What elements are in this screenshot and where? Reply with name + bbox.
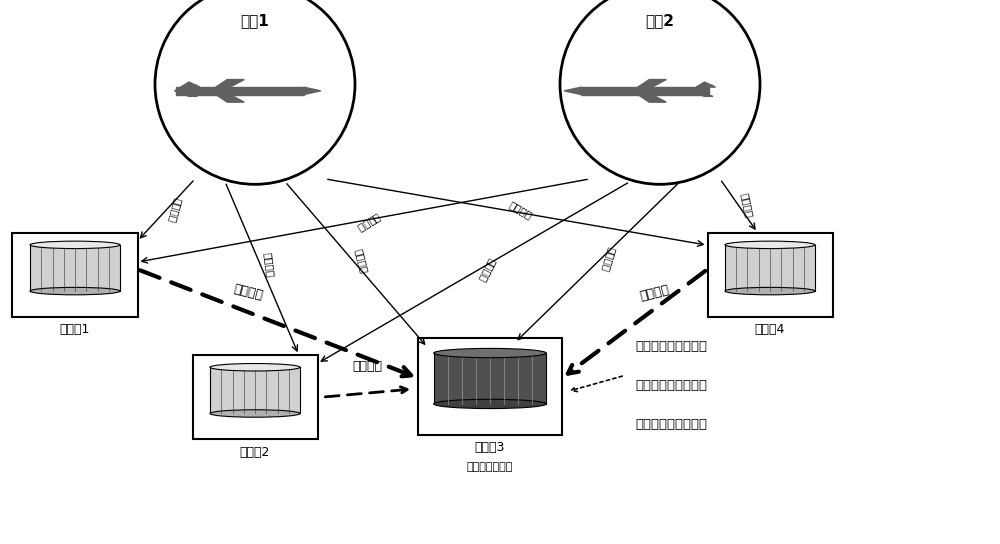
Text: 数据传输: 数据传输 <box>232 282 264 302</box>
Bar <box>30 245 120 291</box>
Ellipse shape <box>155 0 355 184</box>
Polygon shape <box>632 79 666 91</box>
Polygon shape <box>632 91 666 102</box>
FancyBboxPatch shape <box>418 338 562 435</box>
Text: 目标1: 目标1 <box>241 13 269 28</box>
Polygon shape <box>175 85 198 91</box>
Ellipse shape <box>434 348 546 358</box>
Text: （兼任中心站）: （兼任中心站） <box>467 462 513 472</box>
Polygon shape <box>176 87 304 95</box>
Text: 辐射信号: 辐射信号 <box>355 212 382 233</box>
Text: 辐射信号: 辐射信号 <box>263 251 276 277</box>
Text: 观测站1: 观测站1 <box>60 323 90 336</box>
Polygon shape <box>581 87 709 95</box>
Bar <box>725 245 815 291</box>
Ellipse shape <box>30 241 120 249</box>
Polygon shape <box>175 91 198 96</box>
Text: 辐射信号: 辐射信号 <box>739 192 754 219</box>
FancyBboxPatch shape <box>708 233 832 317</box>
FancyBboxPatch shape <box>12 233 138 317</box>
Text: 中心站利用先验已知: 中心站利用先验已知 <box>635 340 707 353</box>
Ellipse shape <box>560 0 760 184</box>
Ellipse shape <box>30 287 120 295</box>
Text: 辐射信号: 辐射信号 <box>477 257 497 283</box>
Text: 数据传输: 数据传输 <box>353 360 383 373</box>
Text: 观测站4: 观测站4 <box>755 323 785 336</box>
Polygon shape <box>696 82 716 87</box>
Text: 辐射信号: 辐射信号 <box>600 246 617 273</box>
Bar <box>434 353 546 404</box>
Ellipse shape <box>434 399 546 409</box>
Text: 观测站3: 观测站3 <box>475 441 505 454</box>
Polygon shape <box>210 91 244 102</box>
Ellipse shape <box>210 410 300 417</box>
Text: 完成多目标直接定位: 完成多目标直接定位 <box>635 418 707 431</box>
Ellipse shape <box>210 363 300 371</box>
Text: 的波形信息在数据域: 的波形信息在数据域 <box>635 379 707 392</box>
Text: 辐射信号: 辐射信号 <box>507 199 534 220</box>
Text: 辐射信号: 辐射信号 <box>167 197 183 224</box>
Polygon shape <box>210 79 244 91</box>
Polygon shape <box>180 82 200 87</box>
Text: 辐射信号: 辐射信号 <box>353 248 369 274</box>
Text: 目标2: 目标2 <box>646 13 674 28</box>
Ellipse shape <box>725 241 815 249</box>
Polygon shape <box>564 87 581 95</box>
Bar <box>210 367 300 413</box>
Polygon shape <box>690 85 713 91</box>
Ellipse shape <box>725 287 815 295</box>
Polygon shape <box>304 87 321 95</box>
FancyBboxPatch shape <box>192 355 318 440</box>
Text: 观测站2: 观测站2 <box>240 446 270 459</box>
Polygon shape <box>690 91 713 96</box>
Text: 数据传输: 数据传输 <box>639 283 671 304</box>
